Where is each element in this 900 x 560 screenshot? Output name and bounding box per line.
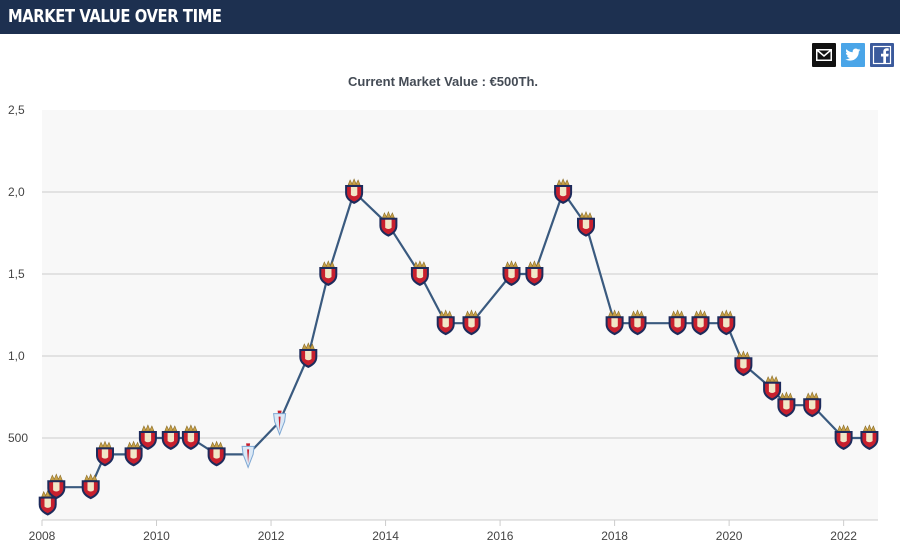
share-email-button[interactable] [812,43,836,67]
x-tick-label: 2020 [716,529,743,543]
y-tick-label: 2,5 [8,103,25,117]
facebook-f-icon [872,45,892,65]
current-market-value: Current Market Value : €500Th. [347,74,538,89]
section-header: MARKET VALUE OVER TIME [0,0,900,34]
y-tick-label: 2,0 [8,185,25,199]
x-tick-label: 2012 [258,529,285,543]
y-tick-label: 500 [8,431,28,445]
y-tick-label: 1,0 [8,349,25,363]
x-tick-label: 2014 [372,529,399,543]
section-title: MARKET VALUE OVER TIME [8,6,222,27]
twitter-bird-icon [845,48,861,61]
share-twitter-button[interactable] [841,43,865,67]
market-value-chart: 500 1,0 1,5 2,0 2,5 2008 2010 2012 2014 2016 2018 2… [8,103,879,543]
envelope-icon [816,49,832,61]
x-tick-label: 2016 [487,529,514,543]
x-tick-label: 2010 [143,529,170,543]
share-facebook-button[interactable] [870,43,894,67]
x-tick-label: 2018 [601,529,628,543]
x-tick-label: 2008 [29,529,56,543]
x-tick-label: 2022 [830,529,857,543]
y-tick-label: 1,5 [8,267,25,281]
plot-background [42,110,878,520]
